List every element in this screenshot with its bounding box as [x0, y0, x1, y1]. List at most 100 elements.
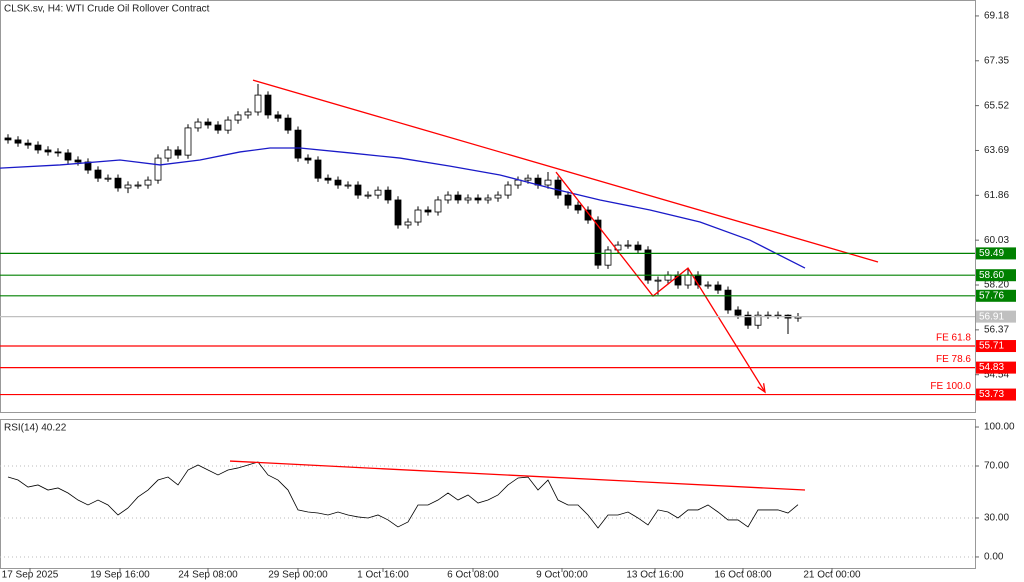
candle-body	[364, 194, 372, 197]
candle-body	[74, 159, 82, 163]
candle-body	[304, 157, 312, 161]
x-tick-label: 29 Sep 00:00	[268, 570, 328, 581]
y-tick-label: 100.00	[984, 422, 1015, 433]
candle-body	[754, 314, 762, 326]
chart-title: CLSK.sv, H4: WTI Crude Oil Rollover Cont…	[4, 4, 210, 15]
candle-body	[174, 149, 182, 156]
x-tick-label: 9 Oct 00:00	[536, 570, 588, 581]
candle-body	[434, 199, 442, 213]
candle-body	[154, 157, 162, 181]
candle-body	[104, 177, 112, 180]
x-tick-label: 21 Oct 00:00	[803, 570, 861, 581]
rsi-panel	[0, 419, 976, 569]
candle-body	[34, 144, 42, 151]
level-label-box	[976, 310, 1016, 323]
candle-body	[334, 179, 342, 186]
candle-body	[604, 249, 612, 266]
arrow-head	[757, 383, 766, 394]
candle-body	[504, 184, 512, 196]
candle-body	[314, 159, 322, 179]
candle-body	[374, 189, 382, 196]
candle-body	[234, 114, 242, 121]
candle-body	[774, 314, 782, 317]
candle-body	[264, 94, 272, 116]
y-tick-label: 69.18	[984, 11, 1009, 22]
candle-body	[254, 94, 262, 113]
candle-body	[94, 169, 102, 179]
level-label: 54.83	[979, 362, 1004, 373]
level-label: 55.71	[979, 341, 1004, 352]
level-label-box	[976, 289, 1016, 302]
candle-body	[444, 194, 452, 201]
y-tick-label: 0.00	[984, 552, 1004, 563]
candle-body	[714, 284, 722, 291]
candle-body	[124, 184, 132, 189]
candle-body	[584, 209, 592, 221]
level-label-box	[976, 269, 1016, 282]
level-label: 57.76	[979, 290, 1004, 301]
x-tick-label: 1 Oct 16:00	[357, 570, 409, 581]
candle-body	[684, 274, 692, 286]
level-label: 53.73	[979, 389, 1004, 400]
candle-body	[494, 194, 502, 199]
candle-body	[484, 197, 492, 201]
level-label: 58.60	[979, 270, 1004, 281]
candle-body	[624, 244, 632, 247]
x-tick-label: 19 Sep 16:00	[90, 570, 150, 581]
candle-body	[644, 249, 652, 281]
candle-body	[524, 177, 532, 181]
level-label-box	[976, 388, 1016, 401]
candle-body	[634, 244, 642, 251]
candle-body	[344, 184, 352, 187]
line	[0, 147, 806, 269]
candle-body	[284, 117, 292, 131]
y-tick-label: 67.35	[984, 55, 1009, 66]
y-tick-label: 54.54	[984, 369, 1009, 380]
level-name: FE 61.8	[936, 333, 971, 344]
y-tick-label: 30.00	[984, 513, 1009, 524]
candle-body	[214, 124, 222, 131]
candle-body	[84, 161, 92, 171]
candle-body	[404, 221, 412, 226]
candle-body	[744, 314, 752, 326]
candle-body	[164, 149, 172, 159]
candle-body	[654, 279, 662, 282]
candle-body	[704, 284, 712, 287]
candle-body	[24, 142, 32, 146]
y-tick-label: 63.69	[984, 145, 1009, 156]
candle-body	[544, 179, 552, 186]
x-tick-label: 16 Oct 08:00	[714, 570, 772, 581]
candle-body	[574, 204, 582, 211]
candle-body	[384, 189, 392, 201]
candle-body	[424, 209, 432, 213]
candle-body	[454, 194, 462, 201]
candle-body	[134, 184, 142, 187]
y-tick-label: 58.20	[984, 280, 1009, 291]
candle-body	[244, 111, 252, 116]
candle-body	[274, 114, 282, 119]
candle-body	[734, 309, 742, 316]
line	[229, 460, 806, 491]
candle-body	[564, 194, 572, 206]
candle-body	[54, 151, 62, 154]
candle-body	[114, 177, 122, 189]
candle-body	[594, 219, 602, 266]
y-tick-label: 60.03	[984, 235, 1009, 246]
candle-body	[354, 184, 362, 196]
price-panel	[0, 0, 976, 413]
y-tick-label: 56.37	[984, 325, 1009, 336]
candle-body	[324, 177, 332, 181]
candle-body	[224, 119, 232, 131]
candle-body	[464, 197, 472, 201]
candle-body	[44, 149, 52, 153]
candle-body	[294, 129, 302, 159]
x-tick-label: 13 Oct 16:00	[626, 570, 684, 581]
y-tick-label: 65.52	[984, 100, 1009, 111]
level-label: 56.91	[979, 311, 1004, 322]
candle-body	[184, 127, 192, 156]
candle-body	[474, 197, 482, 201]
x-tick-label: 17 Sep 2025	[2, 570, 59, 581]
candle-body	[394, 199, 402, 226]
level-name: FE 78.6	[936, 354, 971, 365]
